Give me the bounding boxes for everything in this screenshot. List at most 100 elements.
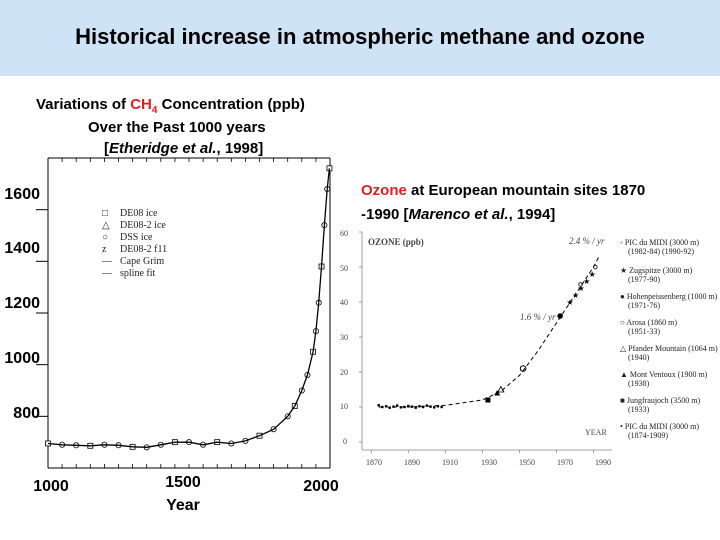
ozone-y-tick: 10: [340, 402, 348, 411]
ozone-marker-zugspitze: ★: [572, 291, 579, 300]
ozone-legend-period: (1874-1909): [628, 431, 668, 440]
citation-author: Etheridge et al.: [109, 140, 217, 157]
ozone-data-points: ★★★★★: [377, 264, 598, 409]
methane-legend-item: △ DE08-2 ice: [102, 220, 166, 231]
methane-species-text: CH: [130, 96, 152, 113]
ozone-marker-pic-early: [395, 404, 399, 407]
ozone-x-tick: 1990: [595, 458, 611, 467]
ozone-marker-pic-early: [421, 405, 425, 409]
ozone-marker-hohenpeissenberg: [557, 313, 563, 319]
ozone-annotation: 2.4 % / yr: [569, 236, 605, 246]
ozone-legend-item: △ Pfander Mountain (1064 m) (1940): [620, 344, 718, 362]
ozone-annotation: 1.6 % / yr: [520, 312, 556, 322]
ozone-legend-label: PIC du MIDI (3000 m): [624, 238, 700, 247]
legend-label: spline fit: [120, 268, 156, 279]
title-banner: [0, 0, 720, 76]
ozone-legend-label: Hohenpeissenberg (1000 m): [626, 292, 718, 301]
ozone-legend-label: Mont Ventoux (1900 m): [629, 370, 708, 379]
ozone-legend-label: Pfander Mountain (1064 m): [628, 344, 718, 353]
ozone-trend-curve: [378, 256, 600, 408]
ozone-y-tick: 0: [343, 437, 347, 446]
ozone-legend-item: ○ Arosa (1860 m) (1951-33): [620, 318, 677, 336]
ozone-marker-zugspitze: ★: [589, 270, 596, 279]
ozone-marker-zugspitze: ★: [583, 277, 590, 286]
ozone-legend-period: (1971-76): [628, 301, 660, 310]
methane-legend-item: — Cape Grim: [102, 256, 164, 267]
ozone-marker-pic-early: [436, 405, 440, 408]
ozone-legend-marker: ▲: [620, 370, 628, 379]
ozone-caption-line2: -1990 [Marenco et al., 1994]: [361, 206, 555, 223]
ozone-caption-rest: at European mountain sites 1870: [406, 182, 646, 199]
legend-marker-circle: ○: [102, 232, 109, 243]
methane-caption-line2: Over the Past 1000 years: [88, 119, 266, 136]
ozone-x-tick: 1910: [442, 458, 458, 467]
methane-y-tick: 1600: [4, 186, 40, 203]
methane-y-tick: 1400: [4, 240, 40, 257]
ozone-marker-pic-early: [425, 404, 429, 407]
ozone-legend-item: ★ Zugspitze (3000 m) (1977-90): [620, 266, 692, 284]
ozone-species: Ozone: [361, 182, 407, 199]
ozone-caption-line1: Ozone at European mountain sites 1870: [361, 182, 645, 199]
methane-species: CH4: [130, 96, 158, 116]
ozone-legend-marker: ◦: [620, 238, 623, 247]
legend-label: DSS ice: [120, 232, 153, 243]
ozone-legend-item: ◦ PIC du MIDI (3000 m) (1982-84) (1990-92…: [620, 238, 699, 256]
methane-y-tick: 800: [13, 405, 40, 422]
ozone-x-tick: 1870: [366, 458, 382, 467]
ozone-marker-pic-early: [377, 404, 380, 407]
ozone-legend-marker: ★: [620, 266, 628, 275]
legend-label: Cape Grim: [120, 256, 165, 267]
ozone-legend-item: ● Hohenpeissenberg (1000 m) (1971-76): [620, 292, 717, 310]
ozone-y-tick: 20: [340, 368, 348, 377]
ozone-y-tick: 50: [340, 264, 348, 273]
methane-axes-frame: [36, 157, 331, 469]
methane-legend-item: z DE08-2 f11: [102, 244, 167, 255]
methane-caption-line3: [Etheridge et al., 1998]: [104, 140, 263, 157]
ozone-legend-marker: •: [620, 422, 623, 431]
ozone-marker-pic-early: [414, 406, 417, 409]
ozone-legend-period: (1951-33): [628, 327, 660, 336]
ozone-citation-author: Marenco et al.: [408, 206, 509, 223]
methane-x-label: Year: [166, 497, 200, 514]
citation-rest: , 1998]: [216, 140, 264, 157]
ozone-x-label: YEAR: [585, 428, 607, 437]
ozone-chart-title: OZONE (ppb): [368, 237, 424, 247]
ozone-marker-pic-early: [407, 404, 410, 408]
legend-marker-z: z: [102, 244, 107, 255]
slide-title: Historical increase in atmospheric metha…: [75, 24, 645, 49]
methane-caption-prefix: Variations of: [36, 96, 131, 113]
methane-spline-curve: [47, 168, 331, 448]
ozone-legend-marker: △: [620, 344, 627, 353]
ozone-legend-label: Arosa (1860 m): [626, 318, 678, 327]
ozone-legend-item: ■ Jungfraujoch (3500 m) (1933): [620, 396, 700, 414]
methane-x-tick: 1500: [165, 474, 201, 491]
ozone-marker-jungfraujoch: [485, 397, 491, 403]
ozone-legend-marker: ●: [620, 292, 625, 301]
ozone-x-tick: 1930: [481, 458, 497, 467]
ozone-legend-item: ▲ Mont Ventoux (1900 m) (1938): [620, 370, 707, 388]
ozone-marker-pic-early: [433, 406, 436, 409]
legend-marker-triangle: △: [102, 220, 110, 231]
ozone-legend-marker: ■: [620, 396, 625, 405]
ozone-marker-pic-early: [429, 405, 432, 408]
ozone-citation-prefix: -1990 [: [361, 206, 409, 223]
methane-caption-suffix: Concentration (ppb): [157, 96, 305, 113]
methane-legend-item: ○ DSS ice: [102, 232, 153, 243]
legend-label: DE08-2 ice: [120, 220, 166, 231]
ozone-legend-period: (1933): [628, 405, 650, 414]
ozone-legend-period: (1977-90): [628, 275, 660, 284]
ozone-marker-pic-early: [388, 406, 391, 409]
ozone-y-tick: 40: [340, 298, 348, 307]
methane-species-subscript: 4: [151, 105, 158, 116]
ozone-marker-pic-early: [440, 405, 443, 409]
ozone-marker-zugspitze: ★: [578, 284, 585, 293]
methane-y-tick: 1200: [4, 295, 40, 312]
ozone-y-tick: 30: [340, 333, 348, 342]
ozone-marker-pic-early: [403, 405, 406, 409]
ozone-marker-pic-early: [418, 405, 421, 408]
ozone-legend-marker: ○: [620, 318, 625, 327]
ozone-x-tick: 1950: [519, 458, 535, 467]
ozone-legend-label: Jungfraujoch (3500 m): [626, 396, 701, 405]
ozone-legend-period: (1982-84) (1990-92): [628, 247, 694, 256]
